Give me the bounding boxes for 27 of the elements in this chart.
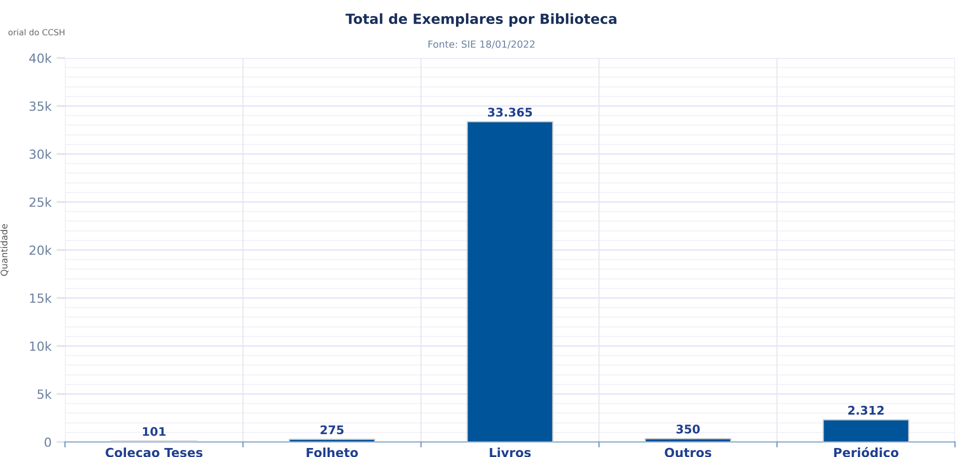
y-tick-label: 40k — [29, 53, 52, 63]
chart-subtitle: Fonte: SIE 18/01/2022 — [428, 40, 534, 49]
y-tick-label: 15k — [30, 293, 52, 303]
data-label: 33.365 — [488, 108, 532, 117]
y-tick-label: 20k — [30, 245, 52, 255]
y-axis-title: Quantidade — [0, 224, 9, 276]
x-tick-label: Livros — [490, 448, 531, 457]
text: orial do CCSH — [8, 28, 64, 36]
data-label: 275 — [320, 425, 344, 434]
data-label: 101 — [143, 427, 166, 436]
x-tick-label: Colecao Teses — [106, 448, 202, 457]
bar — [466, 121, 554, 442]
bar — [288, 438, 376, 442]
x-tick-label: Periódico — [834, 447, 898, 457]
data-label: 2.312 — [848, 406, 884, 415]
y-tick-label: 0 — [44, 437, 51, 447]
chart-title: Total de Exemplares por Biblioteca — [346, 13, 616, 27]
y-tick-label: 5k — [38, 389, 52, 399]
x-tick-label: Outros — [664, 448, 712, 457]
x-tick-label: Folheto — [306, 448, 358, 457]
y-tick-label: 30k — [30, 149, 52, 159]
y-tick-label: 10k — [30, 341, 52, 351]
y-tick-label: 35k — [30, 101, 52, 111]
bar — [822, 419, 910, 442]
data-label: 350 — [676, 424, 700, 434]
y-tick-label: 25k — [30, 197, 52, 207]
bar — [644, 438, 732, 442]
